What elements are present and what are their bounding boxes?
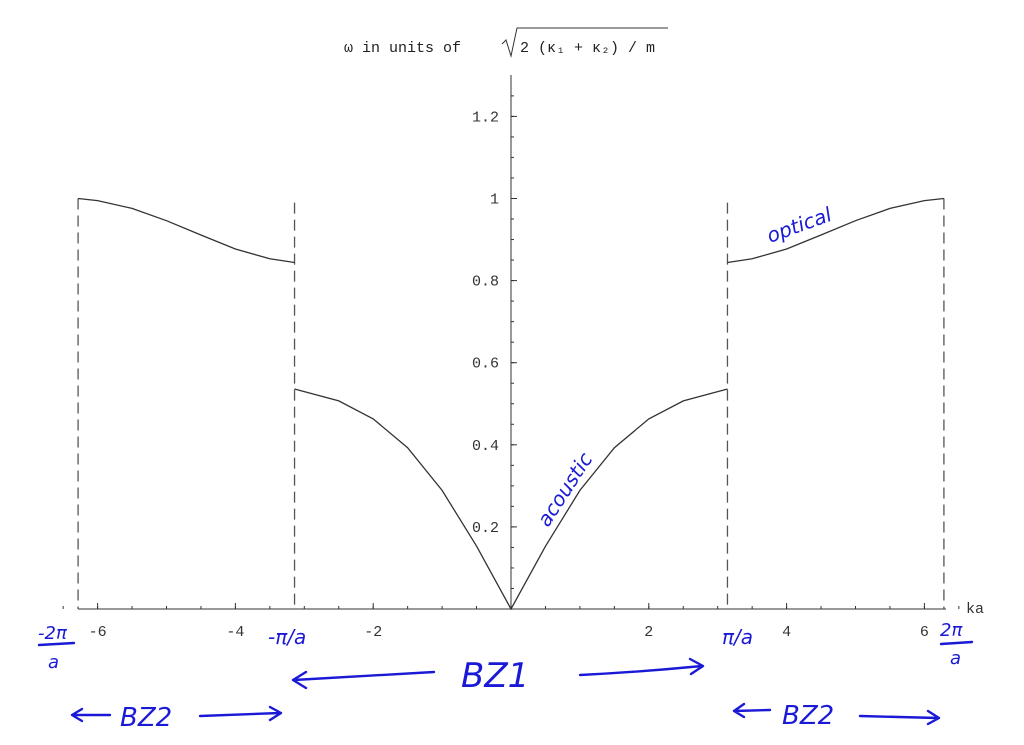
bz1-left-arrow — [291, 670, 436, 690]
acoustic-label: acoustic — [532, 448, 597, 531]
label-pi-over-a: π/a — [722, 625, 753, 649]
y-tick-label: 0.2 — [472, 520, 499, 537]
fraction-bar — [939, 640, 974, 646]
x-tick-label: 6 — [920, 624, 929, 641]
x-tick-label: -4 — [226, 624, 244, 641]
axis-ticks: -6 -4 -2 2 4 6 0.2 0.4 0.6 0.8 1 1.2 — [62, 95, 960, 641]
chart-title: ω in units of 2 (κ₁ + κ₂) / m — [344, 27, 668, 58]
x-axis-label: ka — [966, 601, 984, 618]
y-tick-label: 0.4 — [472, 438, 499, 455]
handwritten-annotations: -2π a -π/a π/a 2π a BZ1 BZ2 BZ2 — [37, 202, 974, 733]
optical-label: optical — [764, 202, 836, 248]
label-minus-pi-over-a: -π/a — [268, 625, 306, 649]
zone-boundaries — [77, 198, 945, 609]
x-tick-label: 4 — [782, 624, 791, 641]
bz2-left-annotation: BZ2 — [70, 703, 283, 733]
bz2-left-label: BZ2 — [120, 703, 172, 733]
bz2-left-arrow-forward — [198, 705, 283, 722]
bz2-right-label: BZ2 — [782, 701, 834, 731]
dispersion-curves — [78, 197, 944, 611]
series-line-acoustic — [294, 388, 728, 611]
bz2-right-annotation: BZ2 — [732, 701, 941, 731]
series-line-optical — [727, 197, 944, 264]
minus-2pi-denominator: a — [48, 652, 59, 673]
x-tick-label: 2 — [644, 624, 653, 641]
chart-title-prefix: ω in units of — [344, 40, 461, 57]
bz1-label: BZ1 — [461, 656, 529, 696]
x-tick-label: -6 — [89, 624, 107, 641]
bz2-right-arrow-back — [732, 702, 772, 719]
y-tick-label: 1 — [490, 192, 499, 209]
2pi-numerator: 2π — [940, 620, 963, 641]
bz1-right-arrow — [578, 657, 705, 677]
label-minus-2pi-over-a: -2π a — [37, 623, 76, 673]
bz2-right-arrow-forward — [858, 709, 941, 726]
y-tick-label: 0.6 — [472, 356, 499, 373]
series-line-optical-left — [78, 197, 295, 264]
chart-title-radicand: 2 (κ₁ + κ₂) / m — [520, 40, 655, 57]
y-tick-label: 1.2 — [472, 109, 499, 126]
y-tick-label: 0.8 — [472, 274, 499, 291]
fraction-bar — [37, 641, 76, 647]
sqrt-sign — [501, 27, 668, 58]
bz1-annotation: BZ1 — [291, 656, 705, 696]
label-2pi-over-a: 2π a — [939, 620, 974, 669]
bz2-left-arrow-back — [70, 707, 112, 723]
2pi-denominator: a — [950, 648, 961, 669]
minus-2pi-numerator: -2π — [38, 623, 68, 644]
x-tick-label: -2 — [364, 624, 382, 641]
